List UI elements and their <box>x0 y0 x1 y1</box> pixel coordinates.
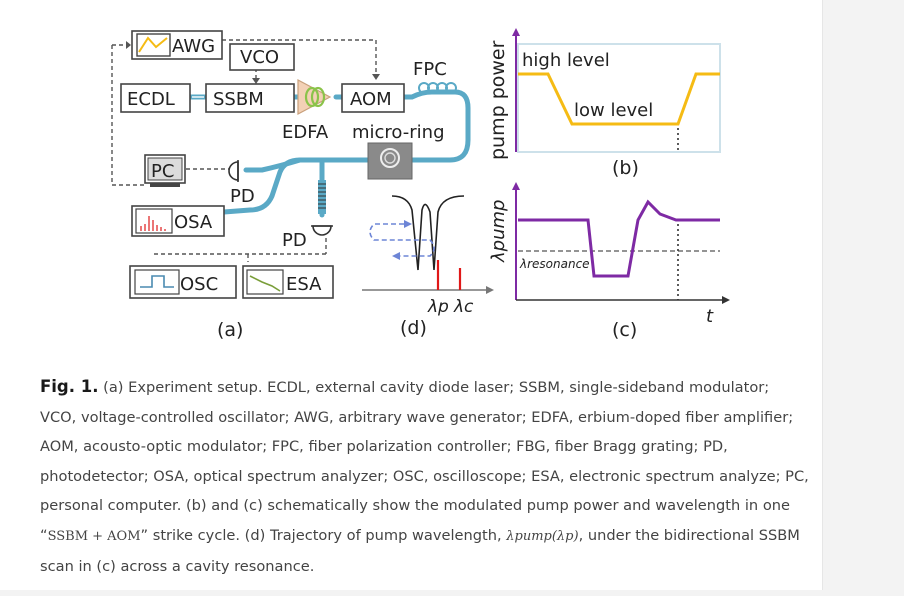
ssbm-label: SSBM <box>213 89 264 110</box>
panel-a-label: (a) <box>217 319 243 341</box>
lambda-p-label: λp <box>427 297 449 317</box>
ecdl-box: ECDL <box>120 83 191 113</box>
panel-c-pump-wavelength: λpump λresonance t (c) <box>488 182 730 341</box>
ssbm-box: SSBM <box>205 83 295 113</box>
panel-a-setup: AWG VCO ECDL SSBM <box>111 30 471 341</box>
pc-box: PC <box>144 154 186 187</box>
osc-box: OSC <box>129 265 237 299</box>
article-card: AWG VCO ECDL SSBM <box>0 0 823 590</box>
caption-lead: Fig. 1. <box>40 377 99 396</box>
pd-mid-symbol <box>311 225 333 236</box>
panel-b-label: (b) <box>612 157 639 179</box>
time-axis-label: t <box>706 306 714 327</box>
osa-label: OSA <box>174 212 213 233</box>
pc-label: PC <box>151 161 174 182</box>
edfa-symbol <box>297 79 332 115</box>
caption-text-2: ” strike cycle. (d) Trajectory of pump w… <box>140 526 507 544</box>
panel-d-trajectory: λp λc (d) <box>362 195 494 339</box>
electrical-lines <box>111 39 377 262</box>
micro-ring-label: micro-ring <box>352 122 445 143</box>
high-level-label: high level <box>522 50 610 71</box>
vco-label: VCO <box>240 47 279 68</box>
fpc-label: FPC <box>413 59 447 80</box>
esa-box: ESA <box>242 265 334 299</box>
low-level-label: low level <box>574 100 653 121</box>
panel-c-label: (c) <box>612 319 637 341</box>
awg-box: AWG <box>131 30 223 60</box>
edfa-label: EDFA <box>282 122 329 143</box>
fbg-grating <box>318 180 326 214</box>
micro-ring-chip <box>367 142 413 180</box>
osc-label: OSC <box>180 274 218 295</box>
caption-text-1: (a) Experiment setup. ECDL, external cav… <box>40 379 809 544</box>
pd-top-symbol <box>228 160 239 182</box>
ecdl-label: ECDL <box>127 89 175 110</box>
pd-mid-label: PD <box>282 230 307 251</box>
caption-math-lambda-pump: λpump(λp) <box>506 528 579 544</box>
pump-power-axis-label: pump power <box>487 40 509 160</box>
fpc-coils <box>418 82 457 94</box>
figure-1: AWG VCO ECDL SSBM <box>111 28 730 341</box>
aom-label: AOM <box>350 89 392 110</box>
panel-d-label: (d) <box>400 317 427 339</box>
lambda-c-label: λc <box>453 297 474 317</box>
aom-box: AOM <box>341 83 405 113</box>
esa-label: ESA <box>286 274 322 295</box>
vco-box: VCO <box>229 43 295 71</box>
lambda-pump-axis-label: λpump <box>488 200 509 263</box>
lambda-resonance-label: λresonance <box>519 257 590 271</box>
awg-label: AWG <box>172 36 215 57</box>
panel-b-pump-power: pump power high level low level (b) <box>487 28 721 179</box>
figure-caption: Fig. 1. (a) Experiment setup. ECDL, exte… <box>40 372 810 581</box>
osa-box: OSA <box>131 205 225 237</box>
pd-top-label: PD <box>230 186 255 207</box>
caption-text-3: , under the bidirectional SSBM scan in (… <box>40 526 800 575</box>
caption-math-ssbm-aom: SSBM + AOM <box>47 528 141 544</box>
